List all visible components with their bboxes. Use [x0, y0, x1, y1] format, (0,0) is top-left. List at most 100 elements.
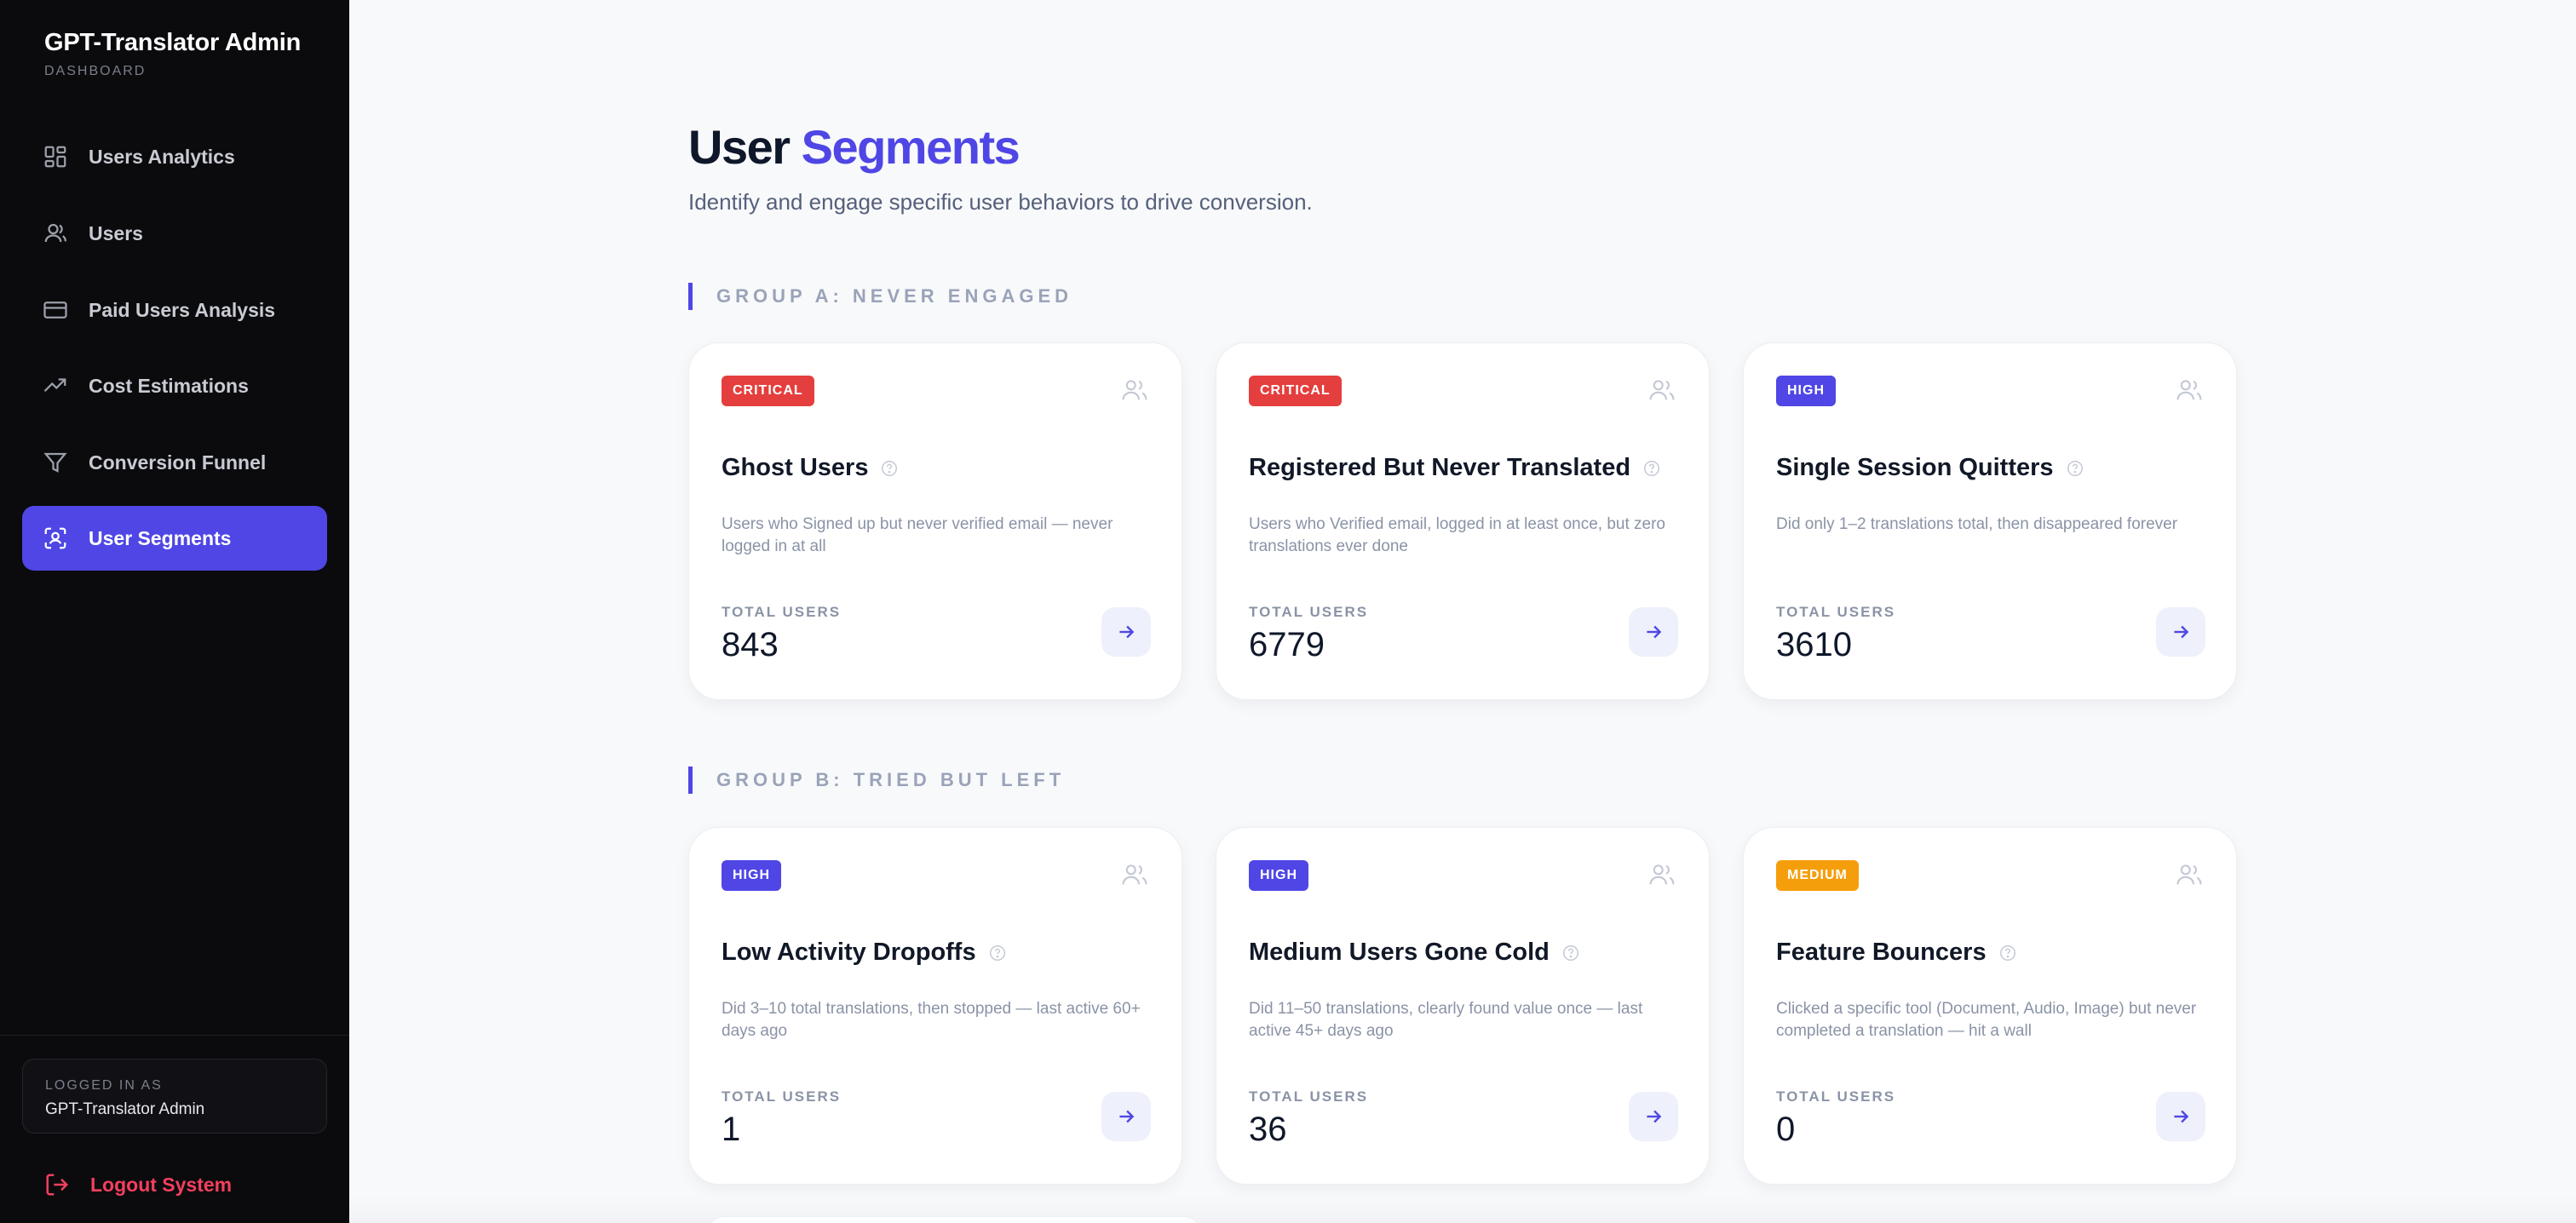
open-segment-button[interactable]	[1101, 607, 1151, 657]
severity-badge: HIGH	[1776, 376, 1836, 406]
group-b-label: GROUP B: TRIED BUT LEFT	[688, 767, 1065, 794]
card-description: Did 11–50 translations, clearly found va…	[1249, 1000, 1643, 1040]
help-circle-icon[interactable]	[880, 459, 899, 478]
help-circle-icon[interactable]	[1642, 459, 1661, 478]
sidebar-item-user-segments[interactable]: User Segments	[22, 506, 327, 571]
segment-card-feature-bouncers[interactable]: MEDIUM Feature Bouncers Clicked a specif…	[1743, 827, 2237, 1185]
segment-card-medium-users-gone-cold[interactable]: HIGH Medium Users Gone Cold Did 11–50 tr…	[1216, 827, 1710, 1185]
users-icon	[1649, 380, 1675, 400]
card-description: Users who Verified email, logged in at l…	[1249, 515, 1665, 555]
sidebar-item-label: Paid Users Analysis	[89, 298, 276, 321]
severity-badge: CRITICAL	[1249, 376, 1342, 406]
sidebar-divider	[0, 1035, 349, 1036]
card-title-text: Single Session Quitters	[1776, 454, 2054, 481]
brand: GPT-Translator Admin DASHBOARD	[44, 29, 301, 79]
sidebar-item-label: Conversion Funnel	[89, 451, 267, 474]
sidebar-item-label: User Segments	[89, 526, 232, 549]
open-segment-button[interactable]	[1629, 1092, 1678, 1141]
help-circle-icon[interactable]	[1998, 944, 2017, 962]
group-a-label: GROUP A: NEVER ENGAGED	[688, 283, 1072, 310]
arrow-right-icon	[2174, 1110, 2189, 1123]
sidebar-item-paid-users-analysis[interactable]: Paid Users Analysis	[22, 278, 327, 342]
users-icon	[1122, 380, 1147, 400]
card-title-text: Feature Bouncers	[1776, 939, 1987, 966]
total-users-label: TOTAL USERS	[1249, 604, 1369, 620]
sidebar-item-conversion-funnel[interactable]: Conversion Funnel	[22, 430, 327, 495]
users-icon	[2176, 864, 2202, 885]
sidebar-item-label: Users	[89, 221, 143, 244]
total-users-label: TOTAL USERS	[1249, 1088, 1369, 1105]
sidebar-item-label: Users Analytics	[89, 145, 235, 168]
card-title: Registered But Never Translated	[1249, 454, 1661, 482]
credit-card-icon	[43, 301, 67, 319]
segment-card-registered-never-translated[interactable]: CRITICAL Registered But Never Translated…	[1216, 342, 1710, 700]
sidebar-item-label: Cost Estimations	[89, 374, 249, 397]
arrow-right-icon	[1119, 1110, 1135, 1123]
scan-user-icon	[44, 527, 66, 549]
arrow-right-icon	[1647, 625, 1662, 639]
page-title-main: User	[688, 120, 791, 174]
total-users-value: 0	[1776, 1111, 1796, 1148]
card-title: Single Session Quitters	[1776, 454, 2084, 482]
sidebar: GPT-Translator Admin DASHBOARD Users Ana…	[0, 0, 349, 1223]
total-users-value: 843	[722, 626, 779, 663]
next-card-partial	[707, 1216, 1201, 1223]
users-icon	[2176, 380, 2202, 400]
open-segment-button[interactable]	[2156, 607, 2205, 657]
sidebar-item-cost-estimations[interactable]: Cost Estimations	[22, 353, 327, 418]
segment-card-single-session-quitters[interactable]: HIGH Single Session Quitters Did only 1–…	[1743, 342, 2237, 700]
help-circle-icon[interactable]	[988, 944, 1007, 962]
total-users-label: TOTAL USERS	[1776, 1088, 1896, 1105]
card-title: Feature Bouncers	[1776, 939, 2017, 967]
logout-button[interactable]: Logout System	[44, 1172, 232, 1197]
funnel-icon	[43, 452, 67, 473]
dashboard-grid-icon	[44, 146, 66, 168]
total-users-label: TOTAL USERS	[722, 604, 842, 620]
brand-title: GPT-Translator Admin	[44, 29, 302, 56]
sidebar-item-users[interactable]: Users	[22, 201, 327, 266]
card-description: Users who Signed up but never verified e…	[722, 515, 1113, 555]
help-circle-icon[interactable]	[1561, 944, 1580, 962]
total-users-value: 1	[722, 1111, 741, 1148]
main-content: User Segments Identify and engage specif…	[349, 0, 2576, 1223]
total-users-label: TOTAL USERS	[1776, 604, 1896, 620]
total-users-value: 6779	[1249, 626, 1325, 663]
page-subtitle: Identify and engage specific user behavi…	[688, 189, 1313, 215]
users-icon	[1649, 864, 1675, 885]
total-users-value: 36	[1249, 1111, 1287, 1148]
severity-badge: MEDIUM	[1776, 860, 1859, 891]
segment-card-low-activity-dropoffs[interactable]: HIGH Low Activity Dropoffs Did 3–10 tota…	[688, 827, 1182, 1185]
segment-card-ghost-users[interactable]: CRITICAL Ghost Users Users who Signed up…	[688, 342, 1182, 700]
card-title: Medium Users Gone Cold	[1249, 939, 1580, 967]
user-icon	[44, 223, 66, 243]
arrow-right-icon	[1119, 625, 1135, 639]
sidebar-item-users-analytics[interactable]: Users Analytics	[22, 124, 327, 189]
card-title-text: Ghost Users	[722, 454, 869, 481]
open-segment-button[interactable]	[2156, 1092, 2205, 1141]
total-users-value: 3610	[1776, 626, 1852, 663]
help-circle-icon[interactable]	[2066, 459, 2084, 478]
logout-icon	[46, 1174, 69, 1196]
page-title: User Segments	[688, 119, 1021, 175]
card-title-text: Low Activity Dropoffs	[722, 939, 976, 966]
severity-badge: HIGH	[1249, 860, 1308, 891]
open-segment-button[interactable]	[1629, 607, 1678, 657]
card-title: Ghost Users	[722, 454, 899, 482]
logged-in-name: GPT-Translator Admin	[45, 1100, 205, 1118]
logged-in-box: LOGGED IN AS GPT-Translator Admin	[22, 1059, 327, 1134]
card-title-text: Registered But Never Translated	[1249, 454, 1631, 481]
logged-in-label: LOGGED IN AS	[45, 1078, 163, 1093]
users-icon	[1122, 864, 1147, 885]
scroll-fade	[349, 1197, 2576, 1223]
card-description: Did 3–10 total translations, then stoppe…	[722, 1000, 1141, 1040]
card-title-text: Medium Users Gone Cold	[1249, 939, 1550, 966]
severity-badge: CRITICAL	[722, 376, 814, 406]
card-description: Did only 1–2 translations total, then di…	[1776, 515, 2178, 533]
open-segment-button[interactable]	[1101, 1092, 1151, 1141]
trend-up-icon	[43, 378, 66, 393]
total-users-label: TOTAL USERS	[722, 1088, 842, 1105]
severity-badge: HIGH	[722, 860, 781, 891]
page-title-accent: Segments	[801, 120, 1021, 174]
card-title: Low Activity Dropoffs	[722, 939, 1007, 967]
arrow-right-icon	[1647, 1110, 1662, 1123]
